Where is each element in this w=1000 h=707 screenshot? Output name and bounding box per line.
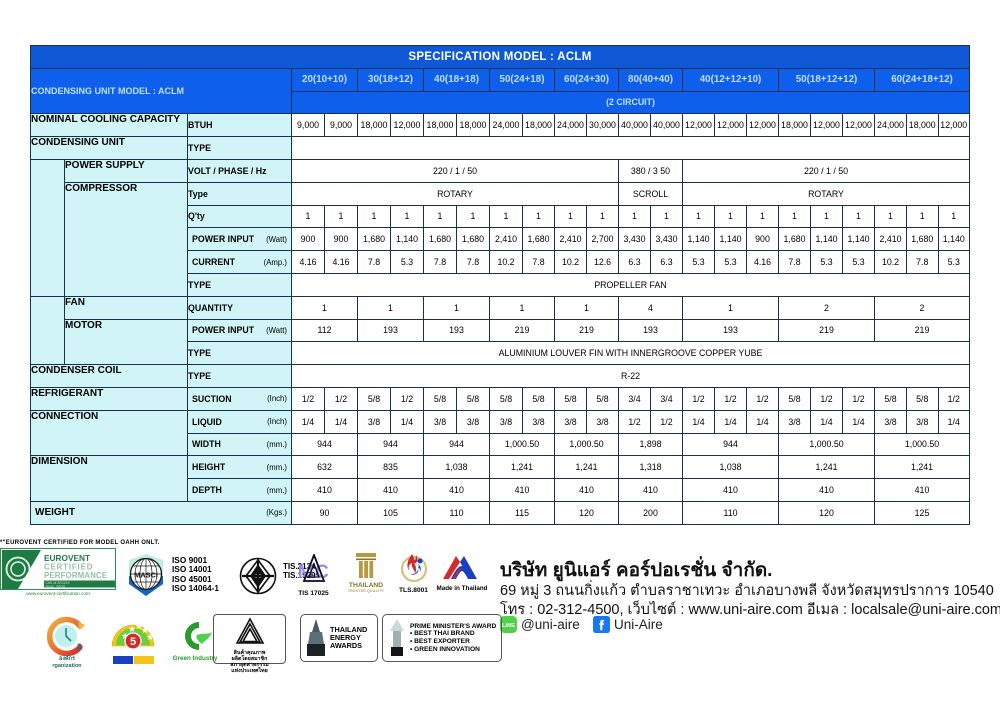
svg-text:LINE: LINE	[502, 623, 515, 629]
svg-text:★: ★	[146, 632, 154, 642]
svg-text:PERFORMANCE: PERFORMANCE	[44, 571, 107, 580]
svg-text:2: 2	[77, 642, 82, 652]
svg-text:Issue : 04/19: Issue : 04/19	[46, 584, 66, 588]
svg-text:5: 5	[130, 636, 136, 648]
svg-text:MLAB: MLAB	[309, 573, 317, 577]
svg-text:EUROVENT: EUROVENT	[44, 553, 90, 563]
svg-text:MASCI: MASCI	[134, 571, 158, 580]
